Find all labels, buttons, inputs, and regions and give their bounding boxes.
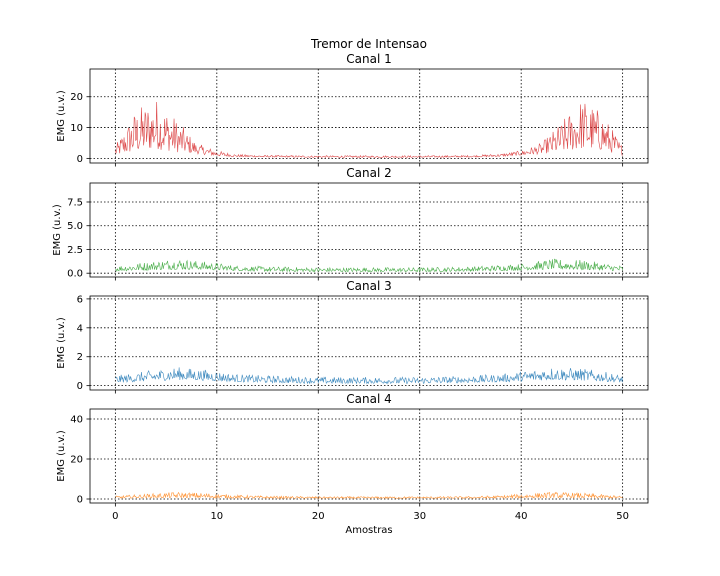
series-line — [115, 367, 623, 385]
y-tick-label: 7.5 — [67, 197, 83, 208]
x-tick-label: 0 — [112, 511, 118, 522]
y-tick-label: 20 — [70, 455, 83, 466]
y-tick-label: 10 — [70, 123, 83, 134]
chart-panel-2: 0.0 2.5 5.0 7.5 Canal 2 EMG (u.v.) — [52, 166, 649, 281]
y-tick-label: 40 — [70, 415, 83, 426]
series-line — [115, 491, 623, 500]
y-axis-label: EMG (u.v.) — [52, 204, 63, 256]
y-tick-label: 6 — [77, 294, 83, 305]
x-tick-label: 50 — [616, 511, 629, 522]
y-tick-label: 0.0 — [67, 269, 83, 280]
y-tick-label: 0 — [77, 495, 83, 506]
y-tick-label: 4 — [77, 323, 83, 334]
axes-frame — [89, 295, 649, 391]
y-tick-label: 20 — [70, 92, 83, 103]
axes-frame — [89, 408, 649, 504]
y-tick-label: 5.0 — [67, 221, 83, 232]
panel-title: Canal 4 — [346, 392, 391, 406]
figure-title: Tremor de Intensao — [310, 37, 427, 51]
x-tick-label: 10 — [210, 511, 223, 522]
x-tick-label: 30 — [413, 511, 426, 522]
chart-panel-3: 0 2 4 6 Canal 3 EMG (u.v.) — [56, 279, 649, 394]
series-line — [115, 102, 623, 159]
y-tick-label: 2 — [77, 352, 83, 363]
x-tick-label: 20 — [312, 511, 325, 522]
panel-title: Canal 3 — [346, 279, 391, 293]
axes-frame — [89, 68, 649, 164]
panel-title: Canal 1 — [346, 52, 391, 66]
y-axis-label: EMG (u.v.) — [56, 430, 67, 482]
y-axis-label: EMG (u.v.) — [56, 90, 67, 142]
x-tick-label: 40 — [515, 511, 528, 522]
chart-panel-1: 0 10 20 Canal 1 EMG (u.v.) — [56, 52, 649, 167]
series-line — [115, 258, 623, 273]
y-tick-label: 2.5 — [67, 245, 83, 256]
chart-panel-4: 0 10 20 30 40 50 0 20 40 Canal 4 EMG (u.v.) Amostra… — [56, 392, 649, 536]
axes-frame — [89, 182, 649, 278]
y-axis-label: EMG (u.v.) — [56, 317, 67, 369]
y-tick-label: 0 — [77, 154, 83, 165]
x-axis-label: Amostras — [345, 525, 392, 536]
panel-title: Canal 2 — [346, 166, 391, 180]
y-tick-label: 0 — [77, 381, 83, 392]
